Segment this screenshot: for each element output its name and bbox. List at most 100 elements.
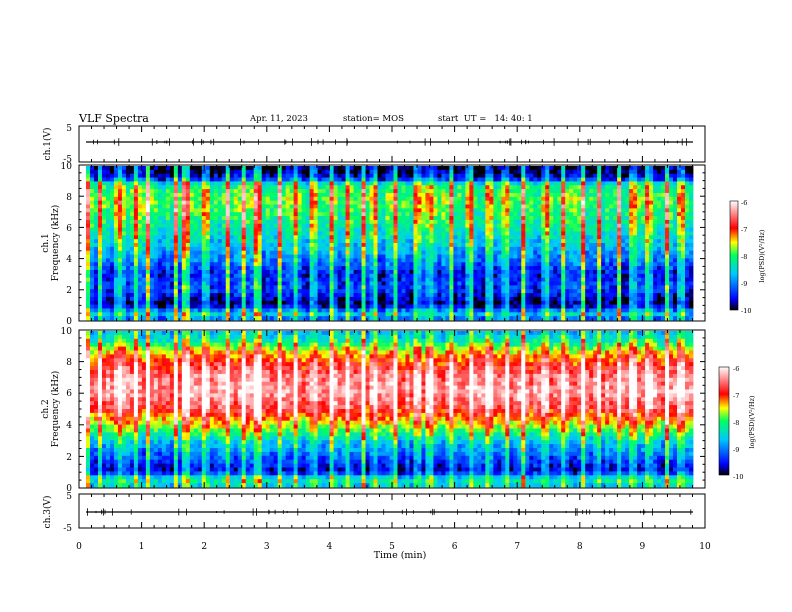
spectrogram-cell [129,293,135,298]
spectrogram-cell [553,196,558,202]
spectrogram-cell [481,166,486,171]
spectrogram-cell [317,273,323,279]
spectrogram-cell [361,177,366,182]
spectrogram-cell [409,177,414,182]
spectrogram-cell [229,293,235,298]
spectrogram-cell [193,250,199,255]
spectrogram-cell [541,250,546,255]
spectrogram-cell [117,277,123,282]
spectrogram-cell [413,246,418,252]
spectrogram-cell [377,235,382,240]
spectrogram-cell [529,235,534,240]
spectrogram-cell [285,300,291,305]
spectrogram-cell [385,281,390,286]
spectrogram-cell [205,200,211,205]
spectrogram-cell [333,316,338,321]
spectrogram-cell [305,227,311,232]
spectrogram-cell [561,200,566,205]
spectrogram-cell [217,316,223,321]
spectrogram-cell [185,316,191,321]
spectrogram-cell [89,308,95,313]
spectrogram-cell [341,316,346,321]
spectrogram-cell [397,169,402,175]
spectrogram-cell [121,269,127,275]
spectrogram-cell [201,181,207,186]
spectrogram-cell [193,177,199,182]
spectrogram-cell [209,258,215,263]
spectrogram-cell [89,289,95,294]
spectrogram-cell [89,281,95,286]
spectrogram-cell [473,189,478,194]
spectrogram-cell [157,227,163,232]
spectrogram-cell [89,250,95,255]
spectrogram-cell [581,273,586,279]
spectrogram-cell [377,250,382,255]
spectrogram-cell [345,192,350,198]
spectrogram-cell [557,173,562,178]
spectrogram-cell [577,192,582,198]
spectrogram-cell [341,300,346,305]
spectrogram-cell [521,277,526,282]
spectrogram-cell [145,269,151,275]
spectrogram-cell [86,293,91,298]
spectrogram-cell [549,308,554,313]
spectrogram-cell [417,250,422,255]
spectrogram-cell [577,219,582,225]
spectrogram-cell [393,266,398,271]
spectrogram-cell [533,192,538,198]
spectrogram-cell [233,223,239,228]
spectrogram-cell [157,269,163,275]
spectrogram-cell [177,235,183,240]
spectrogram-cell [197,277,203,282]
spectrogram-cell [117,169,123,175]
spectrogram-cell [225,266,231,271]
spectrogram-cell [405,239,410,244]
spectrogram-cell [517,258,522,263]
spectrogram-cell [329,223,334,228]
spectrogram-cell [573,266,578,271]
spectrogram-cell [457,246,462,252]
spectrogram-cell [301,169,307,175]
spectrogram-cell [97,216,103,221]
spectrogram-cell [89,166,95,171]
spectrogram-cell [113,208,119,213]
spectrogram-cell [437,227,442,232]
spectrogram-cell [189,227,195,232]
spectrogram-cell [313,258,319,263]
spectrogram-cell [381,231,386,236]
spectrogram-cell [433,246,438,252]
spectrogram-cell [349,258,354,263]
spectrogram-cell [425,200,430,205]
spectrogram-cell [373,258,378,263]
spectrogram-cell [93,316,99,321]
spectrogram-cell [373,227,378,232]
spectrogram-cell [221,246,227,252]
spectrogram-cell [113,281,119,286]
spectrogram-cell [129,181,135,186]
spectrogram-cell [349,273,354,279]
spectrogram-cell [353,173,358,178]
spectrogram-cell [449,258,454,263]
spectrogram-cell [161,281,167,286]
spectrogram-cell [497,312,502,317]
spectrogram-cell [409,216,414,221]
spectrogram-cell [581,208,586,213]
spectrogram-cell [509,269,514,275]
spectrogram-cell [413,312,418,317]
spectrogram-cell [489,277,494,282]
spectrogram-cell [557,304,562,309]
spectrogram-cell [193,231,199,236]
spectrogram-cell [357,300,362,305]
spectrogram-cell [321,169,326,175]
spectrogram-cell [273,266,279,271]
spectrogram-cell [441,189,446,194]
spectrogram-cell [265,216,271,221]
spectrogram-cell [489,212,494,217]
spectrogram-cell [345,196,350,202]
spectrogram-cell [97,246,103,252]
spectrogram-cell [173,316,179,321]
spectrogram-cell [529,277,534,282]
spectrogram-cell [229,312,235,317]
spectrogram-cell [353,189,358,194]
spectrogram-cell [521,258,526,263]
